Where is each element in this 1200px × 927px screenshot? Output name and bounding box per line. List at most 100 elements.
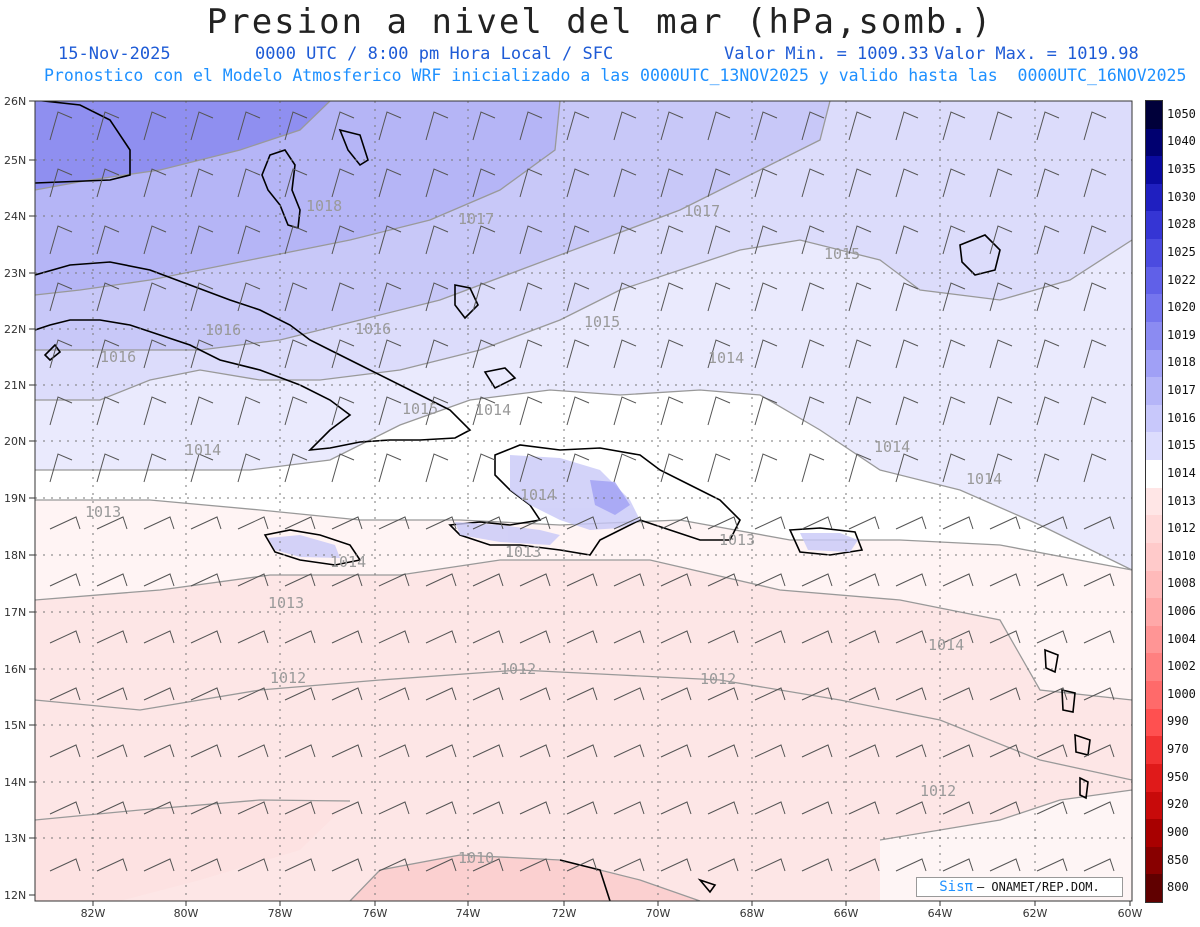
wind-barb [1083, 687, 1115, 701]
wind-barb [96, 168, 120, 198]
wind-barb [190, 630, 222, 644]
wind-barb [378, 744, 410, 758]
colorbar-label: 990 [1167, 714, 1189, 729]
wind-barb [613, 516, 645, 530]
wind-barb [190, 111, 214, 141]
wind-barb [801, 630, 833, 644]
colorbar-swatch [1146, 377, 1162, 406]
colorbar-label: 1028 [1167, 217, 1196, 232]
lon-label: 64W [928, 907, 953, 920]
lat-label: 19N [4, 492, 26, 505]
wind-barb [942, 744, 974, 758]
wind-barb [96, 396, 120, 426]
wind-barb [378, 630, 410, 644]
wind-barb [989, 282, 1013, 312]
lat-label: 24N [4, 210, 26, 223]
wind-barb [519, 573, 551, 587]
wind-barb [1083, 516, 1115, 530]
wind-barb [707, 687, 739, 701]
wind-barb [331, 858, 363, 872]
wind-barb [1036, 801, 1068, 815]
wind-barb [754, 801, 786, 815]
wind-barb [472, 573, 504, 587]
wind-barb [613, 630, 645, 644]
wind-barb [96, 687, 128, 701]
colorbar-label: 1015 [1167, 438, 1196, 453]
wind-barb [895, 168, 919, 198]
lat-label: 23N [4, 267, 26, 280]
colorbar-label: 1016 [1167, 410, 1196, 425]
wind-barb [707, 801, 739, 815]
wind-barb [942, 630, 974, 644]
wind-barb [96, 744, 128, 758]
wind-barb [143, 168, 167, 198]
colorbar-label: 900 [1167, 824, 1189, 839]
wind-barb [566, 168, 590, 198]
credit-text: – ONAMET/REP.DOM. [976, 880, 1100, 894]
contour-label: 1018 [306, 197, 342, 215]
wind-barb [378, 516, 410, 530]
lat-label: 20N [4, 435, 26, 448]
lat-label: 25N [4, 154, 26, 167]
wind-barb [237, 858, 269, 872]
wind-barb [284, 453, 308, 483]
lat-label: 22N [4, 323, 26, 336]
wind-barb [284, 573, 316, 587]
wind-barb [331, 801, 363, 815]
colorbar-swatch [1146, 404, 1162, 433]
wind-barb [190, 396, 214, 426]
colorbar-swatch [1146, 736, 1162, 765]
wind-barb [284, 858, 316, 872]
wind-barb [942, 858, 974, 872]
colorbar-swatch [1146, 460, 1162, 489]
wind-barb [237, 573, 269, 587]
wind-barb [519, 516, 551, 530]
wind-barb [801, 168, 825, 198]
wind-barb [284, 111, 308, 141]
colorbar-label: 1000 [1167, 686, 1196, 701]
wind-barb [1083, 801, 1115, 815]
contour-label: 1013 [268, 594, 304, 612]
lon-label: 62W [1023, 907, 1048, 920]
colorbar-label: 1004 [1167, 631, 1196, 646]
colorbar-label: 850 [1167, 852, 1189, 867]
wind-barb [237, 453, 261, 483]
contour-label: 1014 [966, 470, 1002, 488]
wind-barb [895, 744, 927, 758]
wind-barb [848, 516, 880, 530]
wind-barb [1083, 339, 1107, 369]
wind-barb [472, 111, 496, 141]
contour-label: 1014 [874, 438, 910, 456]
wind-barb [707, 168, 731, 198]
wind-barb [472, 225, 496, 255]
contour-label: 1013 [505, 543, 541, 561]
shade-1010 [350, 855, 700, 901]
wind-barb [49, 168, 73, 198]
wind-barb [331, 339, 355, 369]
wind-barb [942, 396, 966, 426]
wind-barb [989, 573, 1021, 587]
wind-barb [49, 516, 81, 530]
wind-barb [660, 801, 692, 815]
wind-barb [989, 858, 1021, 872]
wind-barb [284, 801, 316, 815]
wind-barb [49, 396, 73, 426]
wind-barb [519, 339, 543, 369]
colorbar-label: 1014 [1167, 465, 1196, 480]
wind-barb [848, 111, 872, 141]
credit-box: Sisπ – ONAMET/REP.DOM. [916, 877, 1123, 897]
contour-label: 1014 [475, 401, 511, 419]
wind-barb [754, 225, 778, 255]
wind-barb [472, 339, 496, 369]
wind-barb [96, 858, 128, 872]
wind-barb [96, 339, 120, 369]
contour-label: 1016 [100, 348, 136, 366]
wind-barb [895, 396, 919, 426]
shade-1019 [35, 101, 330, 190]
graticule [35, 101, 1132, 901]
wind-barb [801, 453, 825, 483]
wind-barb [1083, 858, 1115, 872]
contour-label: 1013 [85, 503, 121, 521]
wind-barb [49, 801, 81, 815]
wind-barb [848, 687, 880, 701]
